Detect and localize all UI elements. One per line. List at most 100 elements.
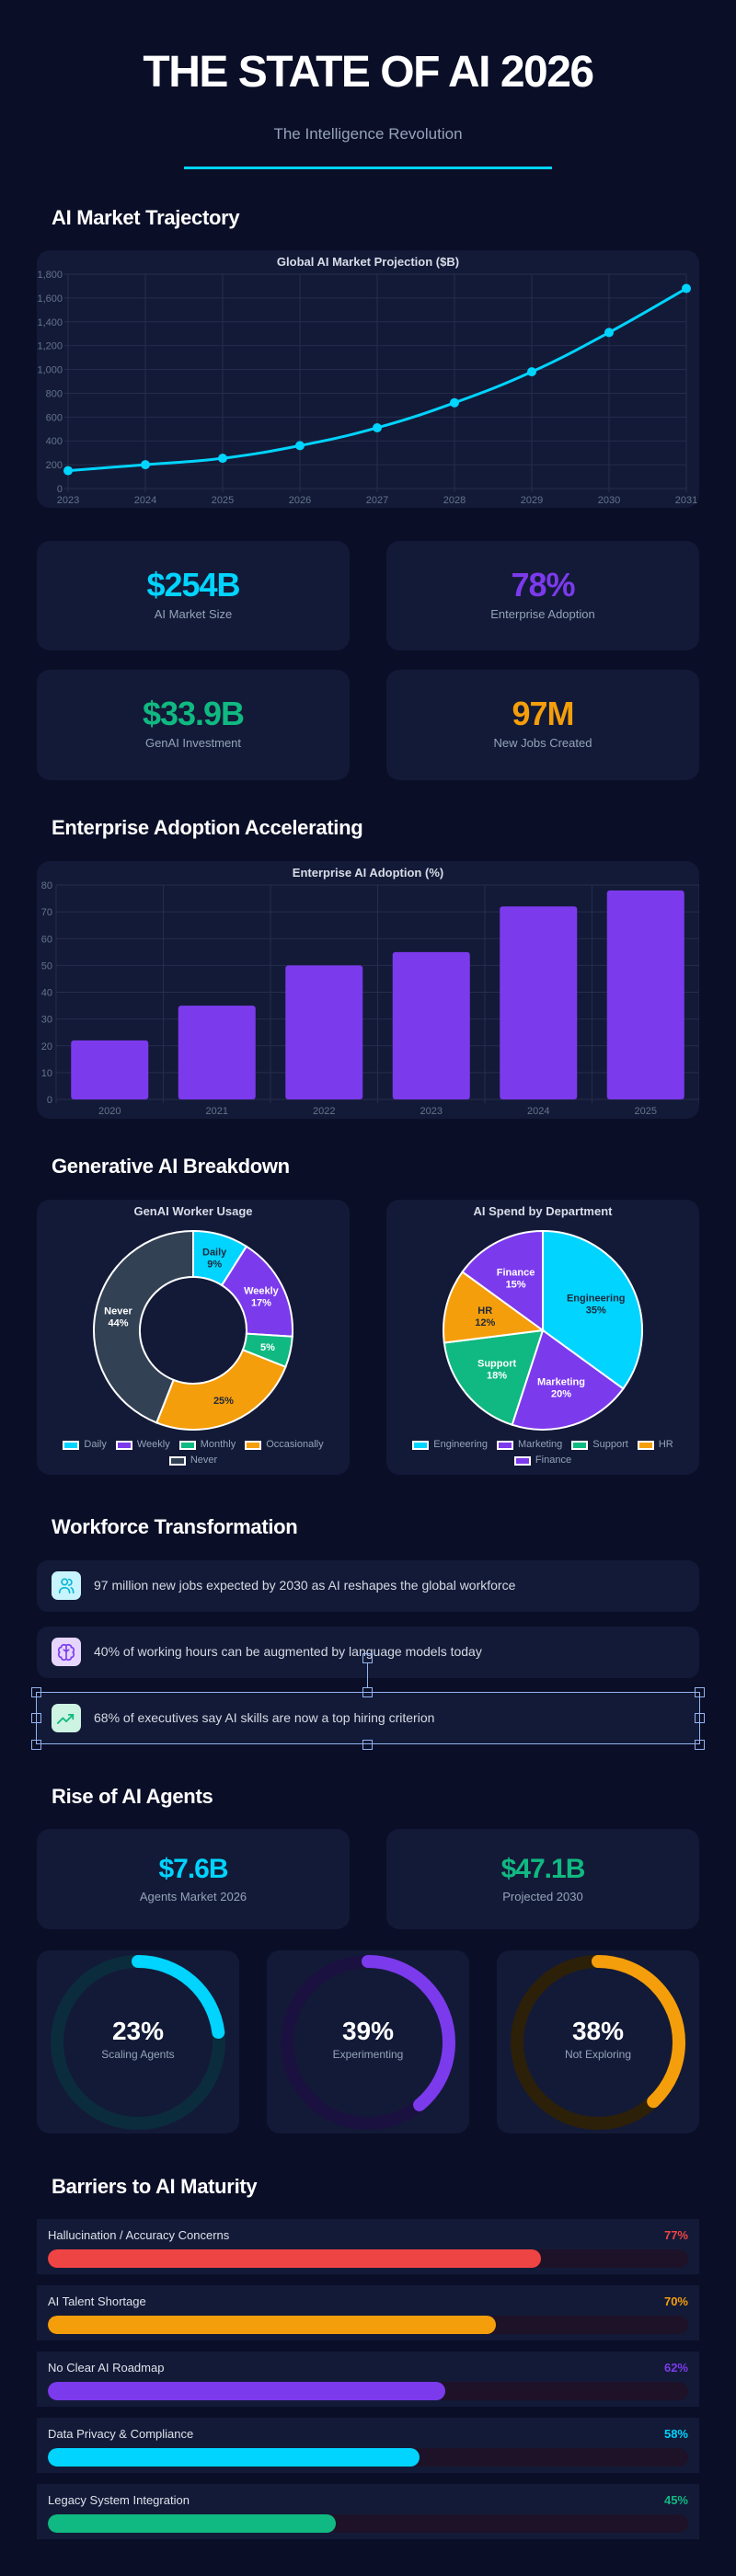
bar [71, 1040, 149, 1099]
legend-item[interactable]: Weekly [115, 1440, 170, 1450]
brain-icon [52, 1638, 81, 1666]
legend-item[interactable]: Engineering [412, 1440, 488, 1450]
insight-text: 40% of working hours can be augmented by… [94, 1644, 482, 1659]
legend-item[interactable]: Never [168, 1455, 217, 1466]
market-line-chart: 0 200 400 600 800 1,000 1,200 1,400 1,600 1,800 20… [37, 270, 697, 506]
ring-label: Not Exploring [564, 2048, 632, 2061]
barrier-item: Hallucination / Accuracy Concerns 77% [37, 2219, 699, 2274]
pie-slice [461, 1229, 544, 1332]
resize-handle-w[interactable] [31, 1713, 41, 1723]
progress-fill [48, 2249, 541, 2268]
legend-label: Monthly [200, 1439, 236, 1450]
y-tick-label: 1,200 [37, 341, 63, 352]
slice-label-value: 44% [108, 1317, 128, 1328]
slice-label-name: Marketing [537, 1377, 585, 1388]
y-tick-label: 1,800 [37, 270, 63, 281]
barrier-label: No Clear AI Roadmap [48, 2361, 165, 2375]
x-tick-label: 2025 [635, 1106, 657, 1117]
y-tick-label: 1,400 [37, 317, 63, 328]
legend-label: Occasionally [266, 1439, 324, 1450]
chart-legend: Daily Weekly Monthly Occasionally Never [46, 1440, 340, 1466]
data-point [450, 397, 459, 408]
resize-handle-sw[interactable] [31, 1740, 41, 1750]
data-point [604, 328, 614, 338]
slice-label-name: HR [477, 1305, 492, 1317]
legend-item[interactable]: Daily [63, 1440, 107, 1450]
barrier-item: Legacy System Integration 45% [37, 2484, 699, 2539]
barrier-percent: 58% [663, 2427, 688, 2441]
legend-item[interactable]: HR [637, 1439, 673, 1450]
stat-card-genai-investment: $33.9B GenAI Investment [37, 670, 350, 780]
legend-item[interactable]: Marketing [497, 1440, 562, 1450]
legend-swatch [513, 1455, 531, 1466]
chart-title: Global AI Market Projection ($B) [276, 255, 460, 269]
agent-ring-card: 39% Experimenting [267, 1950, 469, 2133]
x-tick-label: 2024 [134, 495, 156, 506]
slice-label-name: Support [477, 1358, 516, 1369]
chart-legend: Engineering Marketing Support HR Finance [396, 1440, 690, 1466]
stat-value: $47.1B [500, 1854, 586, 1884]
resize-handle-s[interactable] [362, 1740, 373, 1750]
users-icon [52, 1571, 81, 1600]
stat-value: $7.6B [158, 1854, 228, 1884]
chart-title: AI Spend by Department [473, 1204, 613, 1218]
progress-ring-arc [511, 1955, 685, 2130]
bar [606, 890, 684, 1099]
header-divider [184, 167, 552, 169]
agent-ring-card: 38% Not Exploring [497, 1950, 699, 2133]
x-tick-label: 2024 [527, 1106, 549, 1117]
progress-ring [281, 1955, 455, 2130]
stat-value: 78% [511, 566, 575, 604]
y-tick-label: 400 [46, 436, 63, 447]
x-tick-label: 2022 [313, 1106, 335, 1117]
data-point [141, 460, 150, 470]
pie-slice [511, 1328, 625, 1431]
legend-item[interactable]: Finance [513, 1455, 571, 1466]
resize-handle-e[interactable] [695, 1713, 705, 1723]
worker-usage-donut-card: GenAI Worker Usage Daily 9% Weekly 17% 5% 25%… [37, 1200, 350, 1475]
legend-item[interactable]: Support [571, 1440, 628, 1450]
x-tick-label: 2031 [675, 495, 697, 506]
legend-label: HR [658, 1439, 673, 1450]
y-tick-label: 10 [41, 1068, 52, 1079]
resize-handle-se[interactable] [695, 1740, 705, 1750]
stat-label: AI Market Size [154, 607, 233, 621]
pie-slice [443, 1328, 545, 1426]
data-point [527, 367, 536, 377]
y-tick-label: 20 [41, 1041, 52, 1052]
stat-card-new-jobs: 97M New Jobs Created [386, 670, 699, 780]
resize-handle-ne[interactable] [695, 1687, 705, 1697]
legend-swatch [637, 1440, 654, 1450]
legend-item[interactable]: Occasionally [245, 1439, 324, 1450]
rotation-handle-line [367, 1663, 368, 1687]
stat-value: 97M [512, 695, 574, 732]
legend-swatch [497, 1440, 513, 1450]
market-line-chart-card: Global AI Market Projection ($B) 0 200 400… [37, 250, 699, 508]
barrier-label: Data Privacy & Compliance [48, 2427, 194, 2441]
x-tick-label: 2021 [206, 1106, 228, 1117]
pie-slice [443, 1271, 546, 1344]
barrier-label: Legacy System Integration [48, 2493, 190, 2507]
slice-label-name: Never [104, 1305, 132, 1317]
progress-ring-arc [281, 1955, 455, 2130]
slice-label-value: 20% [551, 1389, 571, 1400]
rotation-handle[interactable] [362, 1653, 373, 1663]
insight-item-hiring-criterion[interactable]: 68% of executives say AI skills are now … [37, 1693, 699, 1744]
x-tick-label: 2028 [443, 495, 466, 506]
slice-label-value: 17% [251, 1297, 271, 1308]
slice-label-value: 25% [213, 1396, 234, 1407]
x-tick-label: 2026 [289, 495, 311, 506]
legend-item[interactable]: Monthly [178, 1439, 236, 1450]
slice-label-name: Daily [202, 1247, 227, 1258]
insight-text: 97 million new jobs expected by 2030 as … [94, 1578, 516, 1593]
stat-label: Enterprise Adoption [490, 607, 595, 621]
resize-handle-n[interactable] [362, 1687, 373, 1697]
x-tick-label: 2023 [420, 1106, 443, 1117]
resize-handle-nw[interactable] [31, 1687, 41, 1697]
section-heading-barriers: Barriers to AI Maturity [52, 2175, 258, 2198]
legend-swatch [412, 1440, 430, 1450]
bar [392, 951, 470, 1099]
legend-label: Engineering [433, 1439, 488, 1450]
section-heading-adoption: Enterprise Adoption Accelerating [52, 816, 363, 839]
